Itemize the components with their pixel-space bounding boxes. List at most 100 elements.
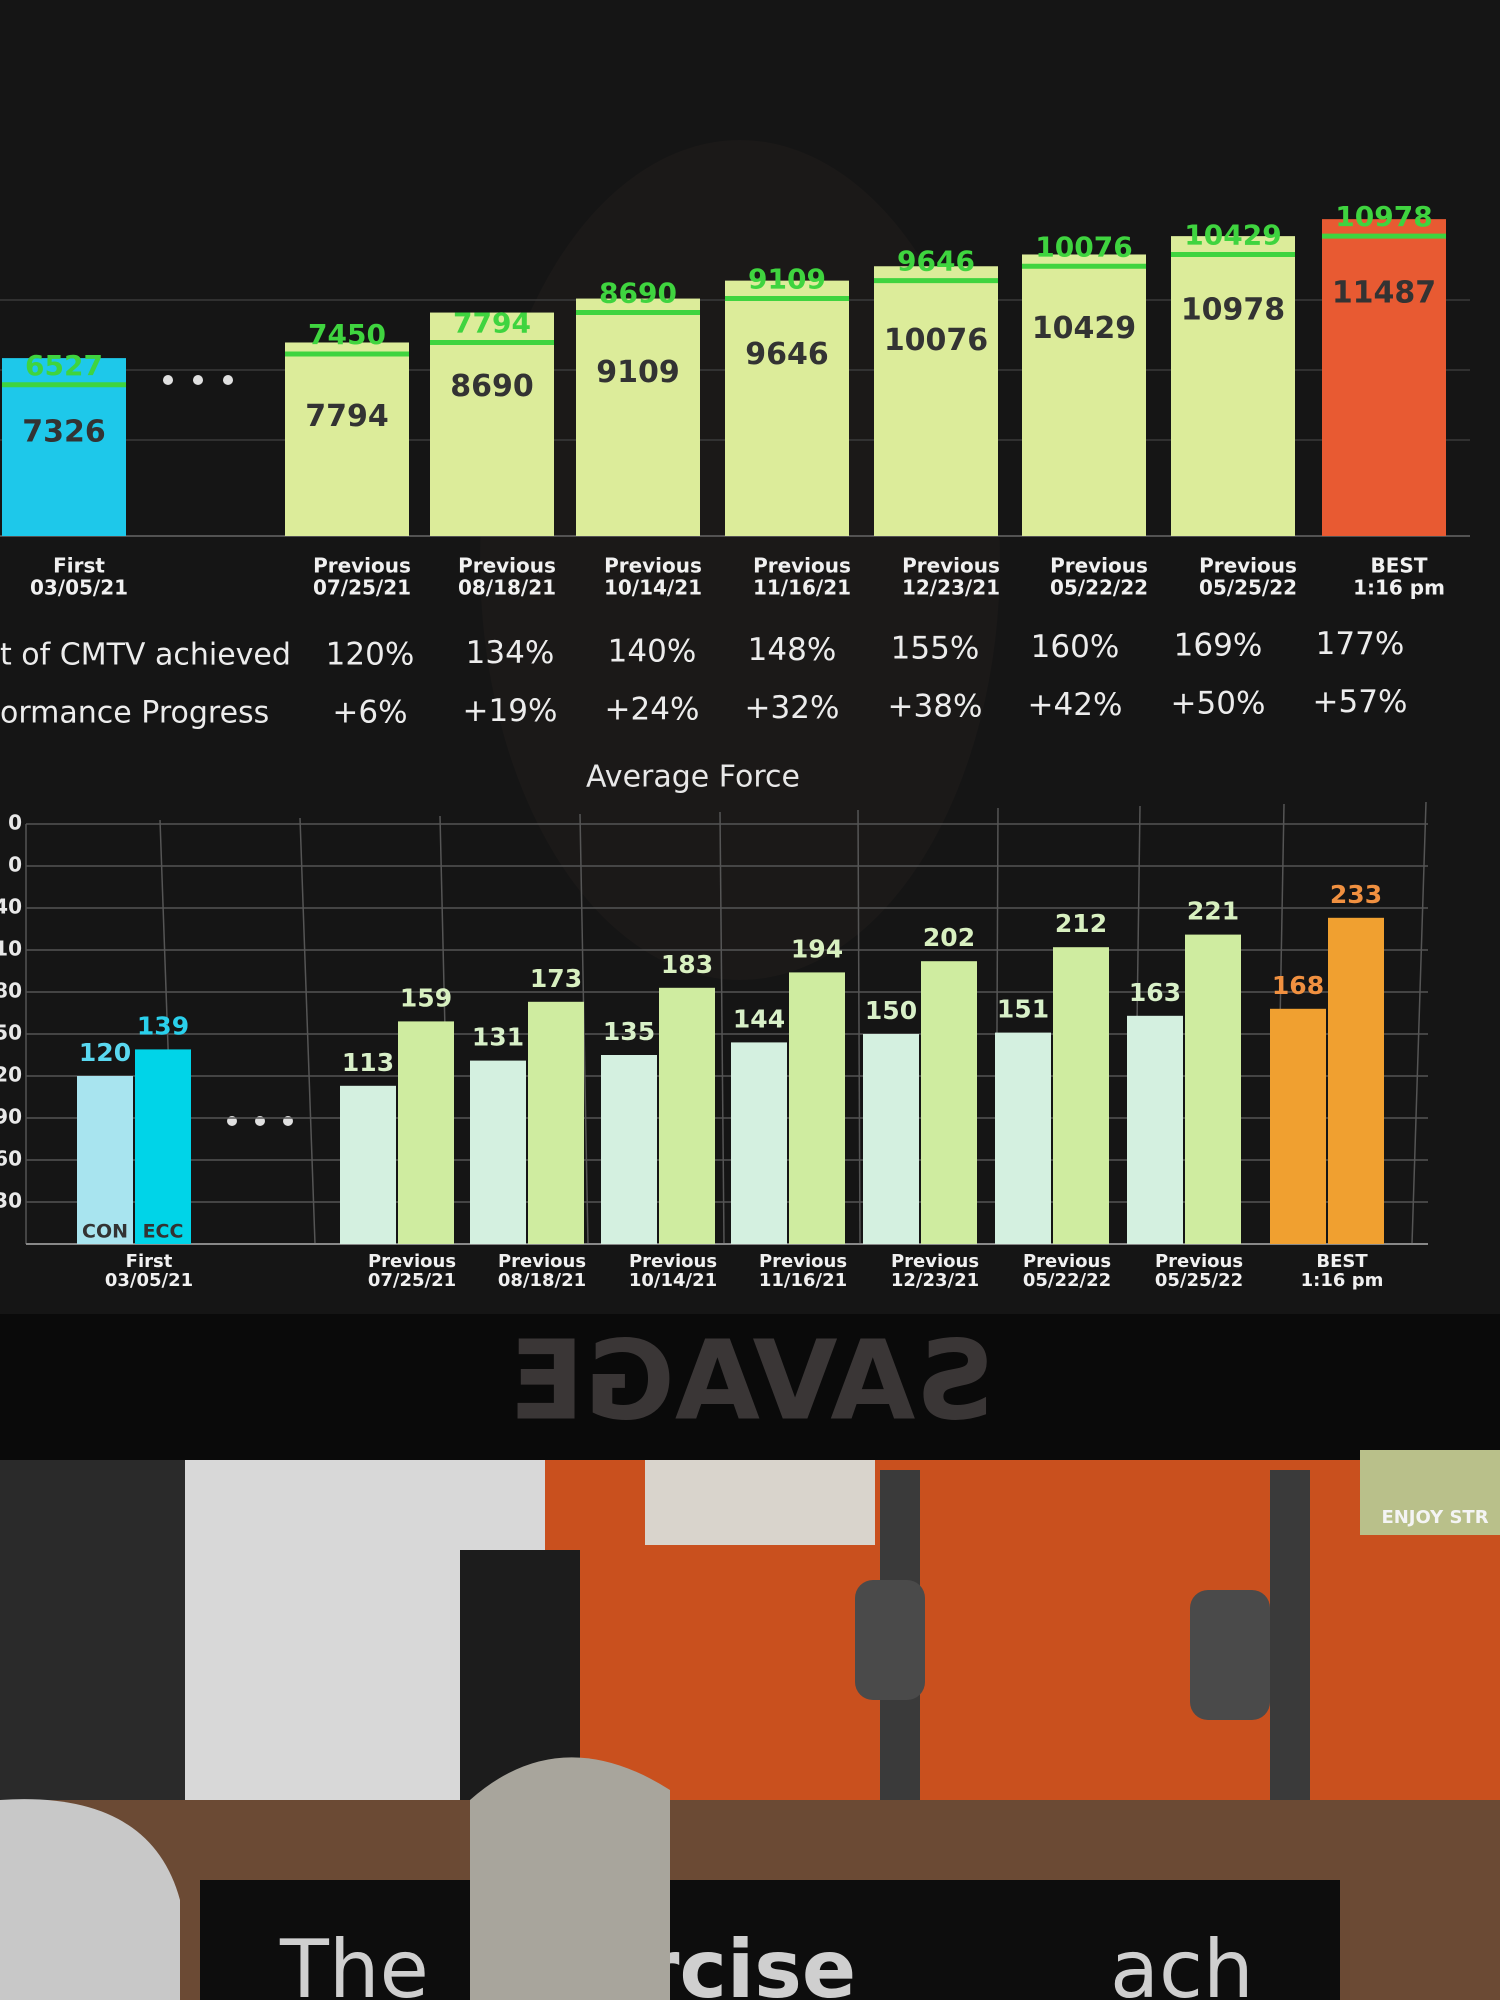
poster-text: ENJOY STR	[1381, 1507, 1488, 1528]
bar-value: 221	[1187, 897, 1239, 926]
bar-value: 212	[1055, 909, 1107, 938]
x-tick-label: 12/23/21	[891, 1270, 979, 1291]
poster	[1360, 1450, 1500, 1535]
bar	[659, 987, 715, 1244]
bar-value: 150	[865, 996, 917, 1025]
x-tick-label: 08/18/21	[498, 1270, 586, 1291]
bar	[725, 280, 849, 536]
x-tick-label: 05/25/22	[1155, 1270, 1243, 1291]
marker-label: 6527	[25, 349, 103, 382]
equipment	[0, 1799, 180, 2000]
x-tick-label: First	[126, 1251, 173, 1272]
table-cell: 140%	[608, 634, 697, 670]
marker-label: 7794	[453, 306, 531, 339]
bar	[1328, 917, 1384, 1244]
bar-value: 10978	[1181, 293, 1285, 328]
bar-value: 168	[1272, 971, 1324, 1000]
table-cell: +6%	[332, 695, 407, 731]
bar	[340, 1085, 396, 1244]
x-tick-label: 12/23/21	[902, 576, 1000, 600]
y-tick-label: 0	[8, 853, 22, 877]
bar	[1322, 219, 1446, 536]
bar-value: 173	[530, 964, 582, 993]
bar-value: 8690	[450, 369, 534, 404]
y-tick-label: 30	[0, 1189, 22, 1213]
x-tick-label: Previous	[1199, 554, 1297, 578]
bar	[576, 298, 700, 536]
x-tick-label: Previous	[498, 1251, 586, 1272]
x-tick-label: 05/25/22	[1199, 576, 1297, 600]
bar	[430, 312, 554, 536]
bar	[921, 961, 977, 1244]
x-tick-label: Previous	[1155, 1251, 1243, 1272]
x-tick-label: 05/22/22	[1050, 576, 1148, 600]
bezel	[0, 1314, 1500, 1460]
x-tick-label: Previous	[313, 554, 411, 578]
bench	[200, 1880, 1340, 2000]
bar-value: 10076	[884, 323, 988, 358]
legend-label: ECC	[143, 1221, 184, 1243]
x-tick-label: BEST	[1316, 1251, 1368, 1272]
bar-value: 159	[400, 983, 452, 1012]
bar-value: 202	[923, 923, 975, 952]
bar	[731, 1042, 787, 1244]
reflection-text: SAVAGE	[509, 1316, 994, 1444]
x-tick-label: 03/05/21	[30, 576, 128, 600]
bar-value: 233	[1330, 880, 1382, 909]
table-cell: 134%	[466, 635, 555, 671]
marker-label: 9646	[897, 245, 975, 278]
table-cell: +32%	[745, 690, 840, 726]
y-tick-label: 180	[0, 979, 22, 1003]
x-tick-label: Previous	[458, 554, 556, 578]
bar	[789, 972, 845, 1244]
bar-value: 183	[661, 950, 713, 979]
row-label: t of CMTV achieved	[0, 638, 291, 673]
x-tick-label: Previous	[604, 554, 702, 578]
chart-title: Average Force	[586, 760, 800, 795]
x-tick-label: Previous	[1050, 554, 1148, 578]
bar	[1053, 947, 1109, 1244]
x-tick-label: Previous	[368, 1251, 456, 1272]
x-tick-label: Previous	[753, 554, 851, 578]
bar	[874, 266, 998, 536]
table-cell: +19%	[463, 693, 558, 729]
x-tick-label: 07/25/21	[313, 576, 411, 600]
marker-label: 10429	[1184, 218, 1281, 251]
x-tick-label: 07/25/21	[368, 1270, 456, 1291]
marker-label: 7450	[308, 318, 386, 351]
bar	[398, 1021, 454, 1244]
table-cell: +57%	[1313, 684, 1408, 720]
bar-value: 139	[137, 1011, 189, 1040]
bar-value: 131	[472, 1023, 524, 1052]
x-tick-label: BEST	[1371, 554, 1428, 578]
legend-label: CON	[82, 1221, 128, 1243]
bar-value: 163	[1129, 978, 1181, 1007]
y-tick-label: 60	[0, 1147, 22, 1171]
x-tick-label: First	[53, 554, 105, 578]
bar-value: 10429	[1032, 311, 1136, 346]
bike-seat	[855, 1580, 925, 1700]
bar	[77, 1076, 133, 1244]
marker-label: 10076	[1035, 230, 1132, 263]
x-tick-label: 1:16 pm	[1353, 576, 1445, 600]
bar	[528, 1001, 584, 1244]
bar-value: 151	[997, 995, 1049, 1024]
table-cell: +38%	[888, 689, 983, 725]
bar	[1022, 254, 1146, 536]
logo-text: The	[279, 1923, 429, 2000]
logo-text: ach	[1110, 1923, 1254, 2000]
bar-value: 9646	[745, 337, 829, 372]
x-tick-label: 08/18/21	[458, 576, 556, 600]
table-cell: 148%	[748, 632, 837, 668]
table-cell: +42%	[1028, 687, 1123, 723]
bar	[1270, 1008, 1326, 1244]
bar	[1185, 934, 1241, 1244]
bar-value: 113	[342, 1048, 394, 1077]
bar	[1171, 236, 1295, 536]
marker-label: 10978	[1335, 200, 1432, 233]
bar	[135, 1049, 191, 1244]
bar-value: 144	[733, 1004, 785, 1033]
y-tick-label: 150	[0, 1021, 22, 1045]
bar	[2, 358, 126, 536]
